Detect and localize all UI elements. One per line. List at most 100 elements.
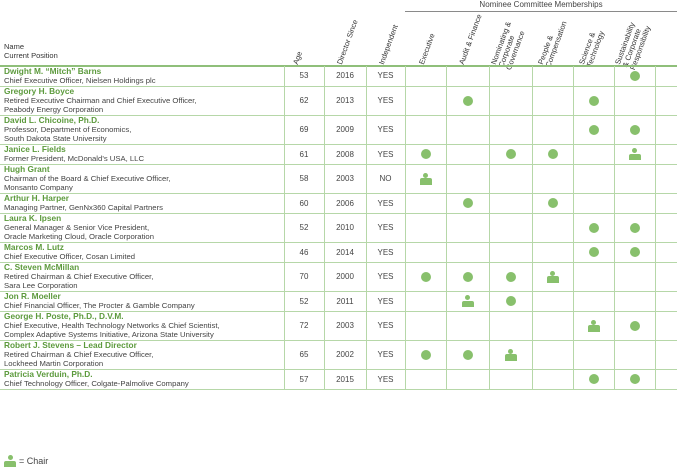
committee-cell-people-compensation <box>531 262 573 292</box>
committee-cell-nominating-governance <box>488 291 532 312</box>
member-dot-icon <box>420 349 431 360</box>
group-title-rule <box>405 11 677 12</box>
trailing-cell <box>654 213 677 243</box>
nominee-cell: Hugh Grant Chairman of the Board & Chief … <box>0 164 284 194</box>
director-since-cell: 2008 <box>323 144 366 165</box>
nominee-cell: Laura K. Ipsen General Manager & Senior V… <box>0 213 284 243</box>
committee-cell-audit-finance <box>445 144 489 165</box>
group-title: Nominee Committee Memberships <box>479 0 603 9</box>
member-dot-icon <box>629 124 640 135</box>
committee-cell-sustainability <box>613 66 655 87</box>
committee-cell-executive <box>404 340 446 370</box>
committee-cell-sustainability <box>613 115 655 145</box>
committee-cell-science-technology <box>572 311 614 341</box>
nominee-cell: Robert J. Stevens – Lead Director Retired… <box>0 340 284 370</box>
committee-cell-executive <box>404 262 446 292</box>
nominee-position: Retired Chairman & Chief Executive Offic… <box>4 272 154 281</box>
committee-cell-nominating-governance <box>488 242 532 263</box>
nominee-position: Retired Chairman & Chief Executive Offic… <box>4 350 154 359</box>
committee-cell-executive <box>404 291 446 312</box>
committee-cell-sustainability <box>613 242 655 263</box>
independent-cell: YES <box>365 66 405 87</box>
nominee-name: Hugh Grant <box>4 164 50 174</box>
nominee-name: Janice L. Fields <box>4 144 66 154</box>
committee-cell-nominating-governance <box>488 369 532 390</box>
committee-cell-science-technology <box>572 193 614 214</box>
col-head-executive: Executive <box>417 32 437 66</box>
nominee-name: Jon R. Moeller <box>4 291 61 301</box>
member-dot-icon <box>420 271 431 282</box>
chair-icon <box>504 348 517 361</box>
trailing-cell <box>654 164 677 194</box>
committee-cell-audit-finance <box>445 164 489 194</box>
nominee-name: Dwight M. “Mitch” Barns <box>4 65 102 76</box>
nominee-position: Retired Executive Chairman and Chief Exe… <box>4 96 197 105</box>
nominee-cell: David L. Chicoine, Ph.D. Professor, Depar… <box>0 115 284 145</box>
trailing-cell <box>654 262 677 292</box>
member-dot-icon <box>629 320 640 331</box>
committee-cell-executive <box>404 164 446 194</box>
member-dot-icon <box>462 198 473 208</box>
nominee-position: Managing Partner, GenNx360 Capital Partn… <box>4 203 163 212</box>
col-head-nominating-governance: Nominating & Corporate Governance <box>489 20 527 72</box>
member-dot-icon <box>547 198 558 208</box>
independent-cell: YES <box>365 311 405 341</box>
member-dot-icon <box>588 124 599 135</box>
table-row: C. Steven McMillan Retired Chairman & Chi… <box>0 262 677 292</box>
director-since-cell: 2002 <box>323 340 366 370</box>
col-head-independent: Independent <box>377 23 400 66</box>
nominee-name: Arthur H. Harper <box>4 193 70 203</box>
age-cell: 60 <box>283 193 324 214</box>
table-row: Laura K. Ipsen General Manager & Senior V… <box>0 213 677 243</box>
nominee-cell: C. Steven McMillan Retired Chairman & Chi… <box>0 262 284 292</box>
independent-cell: YES <box>365 213 405 243</box>
independent-cell: YES <box>365 262 405 292</box>
member-dot-icon <box>629 222 640 233</box>
committee-cell-sustainability <box>613 164 655 194</box>
table-row: George H. Poste, Ph.D., D.V.M. Chief Exec… <box>0 311 677 341</box>
table-row: Dwight M. “Mitch” Barns Chief Executive O… <box>0 65 677 87</box>
independent-cell: YES <box>365 340 405 370</box>
committee-cell-science-technology <box>572 340 614 370</box>
nominee-position: Chief Executive Officer, Nielsen Holding… <box>4 75 156 85</box>
age-cell: 70 <box>283 262 324 292</box>
chair-icon <box>628 148 641 160</box>
director-since-cell: 2006 <box>323 193 366 214</box>
committee-cell-people-compensation <box>531 291 573 312</box>
committee-cell-people-compensation <box>531 193 573 214</box>
member-dot-icon <box>588 95 599 106</box>
age-cell: 61 <box>283 144 324 165</box>
committee-cell-audit-finance <box>445 193 489 214</box>
trailing-cell <box>654 86 677 116</box>
table-row: David L. Chicoine, Ph.D. Professor, Depar… <box>0 115 677 145</box>
committee-cell-executive <box>404 66 446 87</box>
col-head-people-compensation: People & Compensation <box>536 19 569 69</box>
table-row: Hugh Grant Chairman of the Board & Chief … <box>0 164 677 194</box>
director-since-cell: 2015 <box>323 369 366 390</box>
director-since-cell: 2016 <box>323 66 366 87</box>
committee-cell-people-compensation <box>531 144 573 165</box>
nominee-name: Gregory H. Boyce <box>4 86 75 96</box>
committee-cell-audit-finance <box>445 340 489 370</box>
committee-cell-science-technology <box>572 262 614 292</box>
director-since-cell: 2000 <box>323 262 366 292</box>
position-label: Current Position <box>4 51 58 60</box>
name-label: Name <box>4 42 25 51</box>
member-dot-icon <box>629 70 640 81</box>
independent-cell: YES <box>365 369 405 390</box>
committee-cell-sustainability <box>613 291 655 312</box>
legend: = Chair <box>4 455 48 467</box>
nominee-position: Chairman of the Board & Chief Executive … <box>4 174 171 183</box>
age-cell: 62 <box>283 86 324 116</box>
committee-cell-executive <box>404 242 446 263</box>
nominee-position: Former President, McDonald’s USA, LLC <box>4 154 144 163</box>
nominee-position: General Manager & Senior Vice President, <box>4 223 150 232</box>
nominee-name: David L. Chicoine, Ph.D. <box>4 115 100 125</box>
age-cell: 72 <box>283 311 324 341</box>
trailing-cell <box>654 242 677 263</box>
director-since-cell: 2009 <box>323 115 366 145</box>
trailing-cell <box>654 66 677 87</box>
committee-cell-science-technology <box>572 291 614 312</box>
col-head-director-since: Director Since <box>335 18 360 66</box>
